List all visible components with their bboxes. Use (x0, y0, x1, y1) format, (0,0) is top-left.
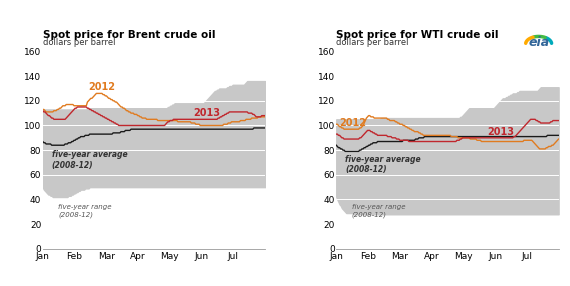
Text: five-year range
(2008-12): five-year range (2008-12) (58, 204, 112, 218)
Text: dollars per barrel: dollars per barrel (43, 37, 115, 47)
Text: 2013: 2013 (487, 127, 514, 137)
Text: five-year average
(2008-12): five-year average (2008-12) (52, 150, 127, 170)
Text: 2013: 2013 (193, 108, 221, 118)
Text: dollars per barrel: dollars per barrel (336, 37, 409, 47)
Text: five-year range
(2008-12): five-year range (2008-12) (352, 204, 405, 218)
Text: five-year average
(2008-12): five-year average (2008-12) (345, 155, 421, 174)
Text: eia: eia (528, 36, 549, 49)
Text: 2012: 2012 (88, 82, 116, 92)
Text: 2012: 2012 (340, 118, 367, 128)
Text: Spot price for WTI crude oil: Spot price for WTI crude oil (336, 29, 499, 39)
Text: Spot price for Brent crude oil: Spot price for Brent crude oil (43, 29, 215, 39)
